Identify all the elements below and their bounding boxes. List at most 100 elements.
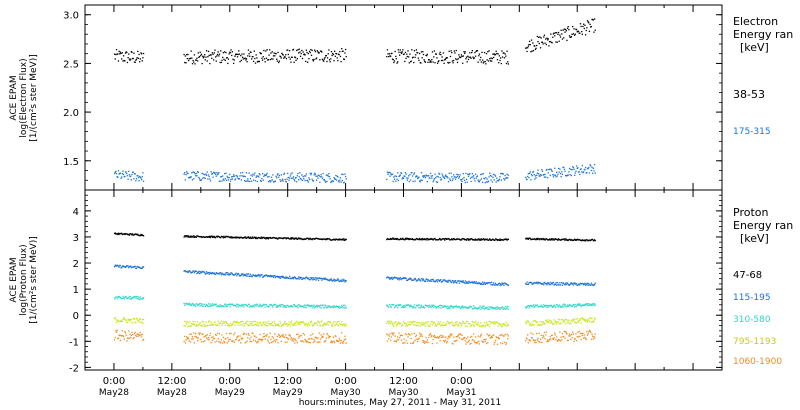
data-point-38-53 — [476, 50, 479, 52]
data-point-115-195 — [532, 283, 535, 285]
data-point-310-580 — [236, 303, 238, 305]
data-point-1060-1900 — [312, 333, 314, 335]
data-point-310-580 — [449, 307, 451, 309]
data-point-175-315 — [489, 174, 492, 177]
data-point-1060-1900 — [594, 333, 596, 335]
data-point-115-195 — [200, 271, 203, 274]
data-point-175-315 — [250, 174, 252, 176]
data-point-1060-1900 — [319, 341, 321, 343]
data-point-38-53 — [587, 21, 589, 23]
data-point-1060-1900 — [265, 335, 268, 337]
data-point-38-53 — [488, 50, 490, 52]
data-point-175-315 — [327, 175, 329, 177]
data-point-795-1193 — [539, 321, 541, 323]
data-point-310-580 — [325, 307, 327, 309]
data-point-1060-1900 — [317, 341, 320, 343]
data-point-38-53 — [337, 59, 339, 62]
data-point-38-53 — [403, 53, 405, 55]
data-point-38-53 — [303, 53, 306, 55]
data-point-310-580 — [483, 308, 486, 310]
data-point-115-195 — [282, 275, 284, 278]
data-point-1060-1900 — [335, 339, 338, 342]
data-point-795-1193 — [451, 324, 454, 326]
data-point-795-1193 — [530, 325, 533, 327]
data-point-1060-1900 — [590, 338, 593, 340]
data-point-795-1193 — [288, 321, 290, 323]
x-axis-title: hours:minutes, May 27, 2011 - May 31, 20… — [299, 398, 502, 408]
data-point-175-315 — [292, 177, 294, 179]
data-point-47-68 — [563, 238, 566, 240]
data-point-1060-1900 — [559, 340, 562, 342]
data-point-1060-1900 — [431, 335, 433, 337]
x-tick-time-label: 12:00 — [157, 376, 186, 387]
data-point-115-195 — [203, 271, 205, 273]
data-point-1060-1900 — [287, 338, 289, 340]
data-point-38-53 — [471, 50, 474, 52]
data-point-47-68 — [267, 238, 270, 240]
data-point-795-1193 — [250, 321, 252, 323]
data-point-47-68 — [193, 235, 195, 237]
proton-legend-item-1060-1900: 1060-1900 — [733, 357, 782, 367]
data-point-115-195 — [551, 283, 553, 285]
data-point-310-580 — [409, 306, 411, 308]
data-point-47-68 — [263, 236, 265, 239]
data-point-115-195 — [292, 276, 294, 279]
data-point-115-195 — [262, 276, 264, 278]
data-point-38-53 — [444, 58, 446, 60]
data-point-175-315 — [411, 172, 413, 174]
data-point-38-53 — [126, 51, 128, 54]
data-point-1060-1900 — [454, 340, 457, 342]
data-point-175-315 — [391, 173, 394, 175]
data-point-1060-1900 — [533, 339, 535, 342]
data-point-795-1193 — [139, 318, 141, 320]
data-point-175-315 — [215, 175, 217, 177]
data-point-310-580 — [587, 302, 589, 305]
data-point-1060-1900 — [478, 343, 481, 345]
data-point-115-195 — [245, 275, 247, 277]
data-point-115-195 — [122, 265, 124, 267]
y-tick-label: 3.0 — [63, 11, 79, 22]
data-point-38-53 — [299, 51, 301, 53]
data-point-175-315 — [586, 172, 588, 174]
data-point-1060-1900 — [448, 335, 450, 337]
data-point-175-315 — [548, 168, 551, 170]
data-point-175-315 — [437, 176, 439, 178]
data-point-115-195 — [337, 278, 339, 280]
data-point-115-195 — [297, 276, 300, 278]
data-point-795-1193 — [388, 320, 391, 322]
data-point-795-1193 — [419, 325, 421, 327]
data-point-175-315 — [213, 171, 215, 174]
data-point-175-315 — [386, 178, 388, 181]
data-point-795-1193 — [557, 318, 560, 321]
data-point-175-315 — [296, 175, 298, 177]
data-point-310-580 — [413, 305, 415, 308]
data-point-175-315 — [421, 179, 423, 181]
data-point-1060-1900 — [555, 339, 557, 341]
data-point-47-68 — [211, 236, 214, 238]
data-point-47-68 — [251, 236, 253, 238]
data-point-310-580 — [204, 305, 206, 308]
data-point-115-195 — [460, 281, 463, 283]
data-point-175-315 — [487, 180, 490, 182]
data-point-47-68 — [406, 237, 409, 240]
data-point-47-68 — [584, 240, 587, 242]
data-point-175-315 — [422, 175, 424, 177]
data-point-310-580 — [585, 303, 587, 305]
data-point-47-68 — [474, 239, 476, 241]
data-point-175-315 — [328, 173, 330, 175]
data-point-310-580 — [241, 303, 243, 306]
data-point-795-1193 — [270, 324, 272, 327]
data-point-175-315 — [233, 175, 235, 177]
data-point-310-580 — [199, 305, 201, 307]
data-point-38-53 — [115, 49, 118, 51]
data-point-38-53 — [450, 50, 452, 52]
data-point-1060-1900 — [391, 333, 394, 335]
data-point-115-195 — [258, 274, 261, 276]
data-point-1060-1900 — [261, 338, 264, 341]
data-point-795-1193 — [218, 322, 220, 324]
data-point-115-195 — [546, 282, 549, 284]
data-point-115-195 — [345, 280, 347, 282]
data-point-47-68 — [411, 238, 414, 240]
data-point-115-195 — [279, 277, 282, 279]
data-point-38-53 — [565, 30, 567, 32]
